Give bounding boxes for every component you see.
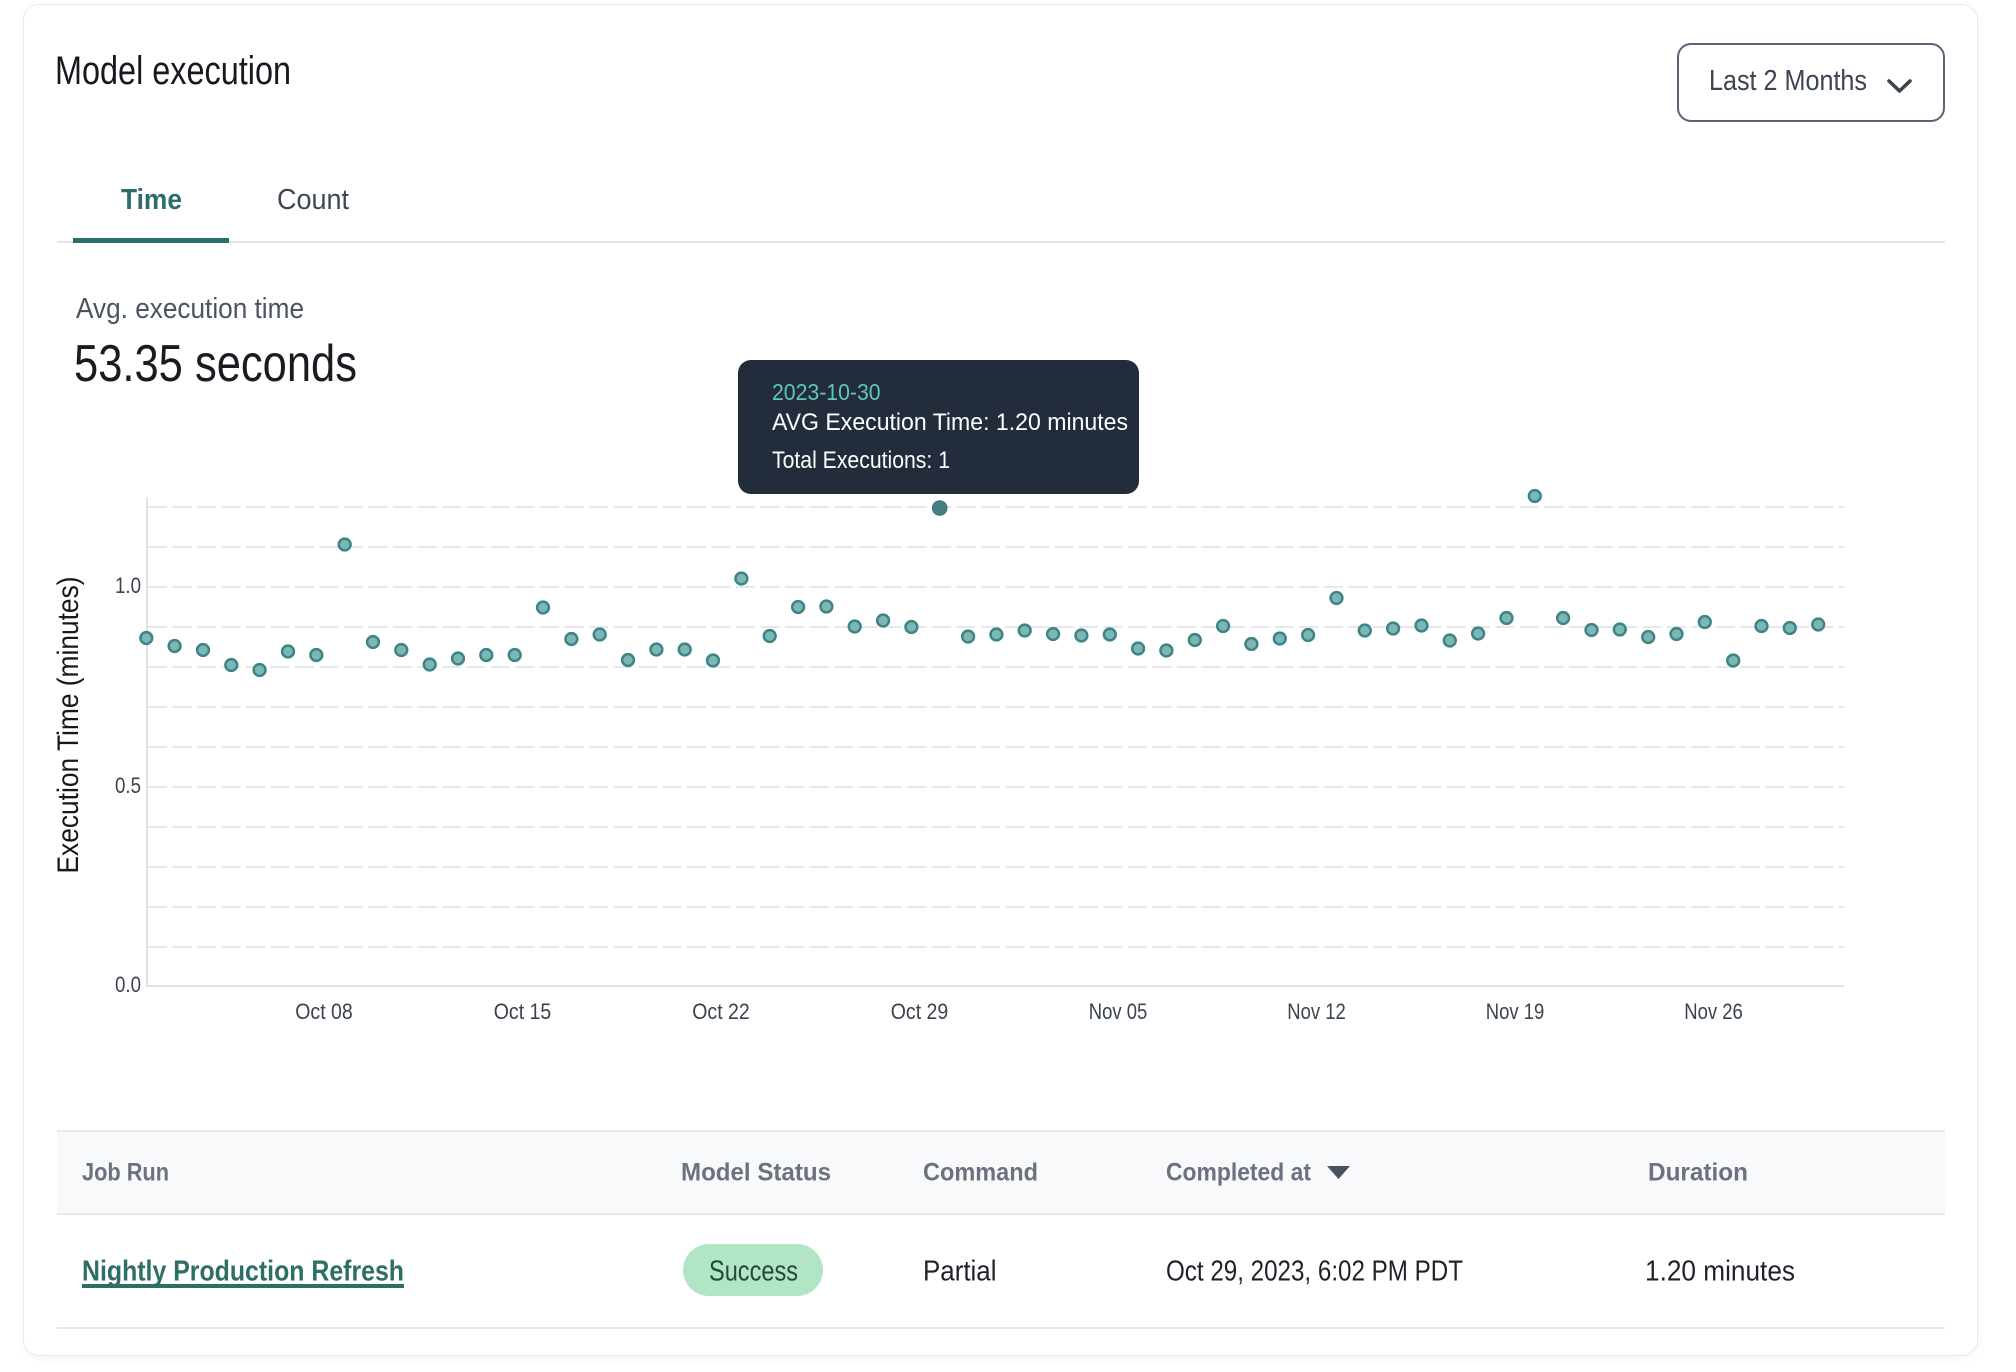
svg-text:Nov 19: Nov 19 <box>1486 999 1545 1024</box>
svg-text:Nov 12: Nov 12 <box>1287 999 1346 1024</box>
svg-text:Oct 08: Oct 08 <box>295 999 353 1024</box>
svg-text:1.0: 1.0 <box>115 573 141 598</box>
svg-text:Oct 22: Oct 22 <box>692 999 750 1024</box>
svg-text:Nov 05: Nov 05 <box>1089 999 1148 1024</box>
svg-text:0.5: 0.5 <box>115 773 141 798</box>
svg-text:Oct 15: Oct 15 <box>494 999 552 1024</box>
svg-text:Oct 29: Oct 29 <box>891 999 949 1024</box>
svg-text:Execution Time (minutes): Execution Time (minutes) <box>52 577 85 874</box>
svg-text:Nov 26: Nov 26 <box>1684 999 1743 1024</box>
svg-text:0.0: 0.0 <box>115 972 141 997</box>
